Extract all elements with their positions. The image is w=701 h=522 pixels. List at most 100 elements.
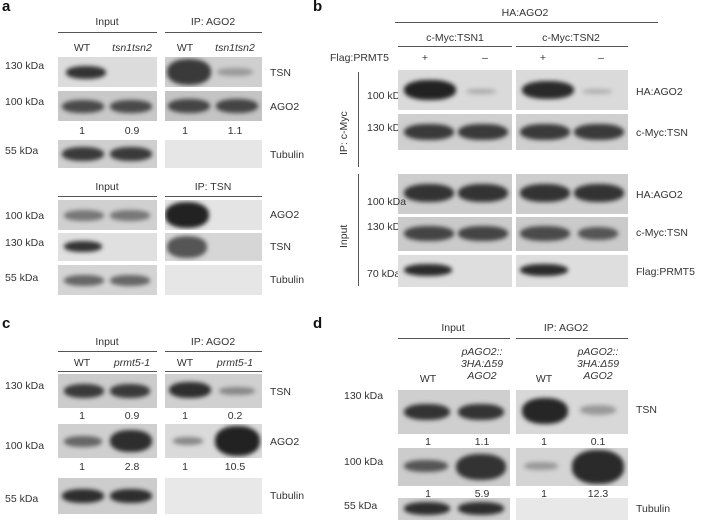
c-lane-mut-1: prmt5-1 bbox=[113, 357, 151, 369]
b-group1-underline bbox=[398, 46, 512, 47]
b-blot-myc-in-tsn1 bbox=[398, 217, 512, 251]
b-label-flag: Flag:PRMT5 bbox=[636, 266, 695, 278]
d-kda-130: 130 kDa bbox=[344, 390, 384, 402]
c-label-ago2: AGO2 bbox=[270, 436, 300, 448]
a2-ip-header: IP: TSN bbox=[194, 181, 232, 193]
c-kda-100: 100 kDa bbox=[5, 440, 45, 452]
c-quant-ago2-1: 1 bbox=[79, 461, 85, 473]
c-blot-ago2-ip bbox=[165, 424, 262, 458]
d-ip-header: IP: AGO2 bbox=[543, 322, 589, 334]
a-quant-3: 1 bbox=[182, 125, 188, 137]
a-lane-wt-1: WT bbox=[73, 42, 91, 54]
c-quant-ago2-2: 2.8 bbox=[124, 461, 140, 473]
d-quant-ago2-3: 1 bbox=[541, 488, 547, 500]
d-quant-tsn-4: 0.1 bbox=[590, 436, 606, 448]
b-label-myc-ip: c-Myc:TSN bbox=[636, 127, 688, 139]
b-sign-3: + bbox=[539, 52, 547, 64]
a-lane-mut-1: tsn1tsn2 bbox=[112, 42, 152, 54]
a2-label-ago2: AGO2 bbox=[270, 209, 300, 221]
c-quant-tsn-4: 0.2 bbox=[227, 410, 243, 422]
c-lane-mut-2: prmt5-1 bbox=[216, 357, 254, 369]
c-quant-tsn-1: 1 bbox=[79, 410, 85, 422]
a-ip-underline bbox=[165, 32, 262, 33]
a-input-underline bbox=[58, 32, 157, 33]
b-ha-header: HA:AGO2 bbox=[501, 7, 549, 19]
b-ip-side-label: IP: c-Myc bbox=[338, 111, 350, 155]
d-blot-tsn-ip bbox=[516, 390, 628, 434]
b-blot-myc-ip-tsn1 bbox=[398, 114, 512, 150]
a-blot-tsn-ip bbox=[165, 57, 262, 87]
a2-blot-tub-ip bbox=[165, 265, 262, 295]
a-blot-tsn-input bbox=[58, 57, 157, 87]
b-blot-ha-in-tsn1 bbox=[398, 174, 512, 214]
a-blot-ago2-input bbox=[58, 91, 157, 121]
b-blot-ha-in-tsn2 bbox=[516, 174, 628, 214]
c-quant-tsn-2: 0.9 bbox=[124, 410, 140, 422]
panel-label-a: a bbox=[2, 0, 11, 15]
c-lane-wt-1: WT bbox=[73, 357, 91, 369]
a-ip-header: IP: AGO2 bbox=[190, 16, 236, 28]
panel-label-b: b bbox=[313, 0, 323, 15]
c-input-header: Input bbox=[95, 336, 119, 348]
a-quant-1: 1 bbox=[79, 125, 85, 137]
a2-blot-tsn-input bbox=[58, 233, 157, 261]
a2-label-tsn: TSN bbox=[270, 241, 291, 253]
b-sign-2: – bbox=[482, 52, 488, 64]
c-blot-ago2-input bbox=[58, 424, 157, 458]
d-input-header: Input bbox=[441, 322, 465, 334]
b-input-side-label: Input bbox=[338, 224, 350, 248]
d-kda-100: 100 kDa bbox=[344, 456, 384, 468]
a2-input-header: Input bbox=[95, 181, 119, 193]
b-label-myc-in: c-Myc:TSN bbox=[636, 227, 688, 239]
b-kda-130-in: 130 kDa bbox=[367, 221, 407, 233]
c-kda-55: 55 kDa bbox=[5, 493, 39, 505]
a2-kda-130: 130 kDa bbox=[5, 237, 45, 249]
a-quant-2: 0.9 bbox=[124, 125, 140, 137]
d-lane-mut-1: pAGO2:: 3HA:Δ59 AGO2 bbox=[460, 346, 504, 382]
c-input-underline bbox=[58, 351, 157, 352]
c-kda-130: 130 kDa bbox=[5, 380, 45, 392]
b-sign-4: – bbox=[598, 52, 604, 64]
c-blot-tsn-input bbox=[58, 374, 157, 408]
b-blot-flag-tsn2 bbox=[516, 255, 628, 287]
c-lane-underline-1 bbox=[58, 371, 157, 372]
b-blot-myc-ip-tsn2 bbox=[516, 114, 628, 150]
a-lane-wt-2: WT bbox=[176, 42, 194, 54]
a2-input-underline bbox=[58, 196, 157, 197]
c-label-tub: Tubulin bbox=[270, 490, 305, 502]
d-lane-wt-1: WT bbox=[419, 373, 437, 385]
c-lane-wt-2: WT bbox=[176, 357, 194, 369]
b-ip-bracket bbox=[358, 72, 359, 167]
a2-blot-ago2-input bbox=[58, 200, 157, 230]
d-blot-ago2-ip bbox=[516, 448, 628, 486]
c-blot-tsn-ip bbox=[165, 374, 262, 408]
a-blot-tub-ip bbox=[165, 140, 262, 168]
b-blot-ha-ip-tsn1 bbox=[398, 70, 512, 110]
b-group2: c-Myc:TSN2 bbox=[542, 32, 600, 44]
c-label-tsn: TSN bbox=[270, 386, 291, 398]
a-kda-130: 130 kDa bbox=[5, 60, 45, 72]
d-quant-ago2-2: 5.9 bbox=[474, 488, 490, 500]
d-quant-tsn-1: 1 bbox=[425, 436, 431, 448]
c-ip-header: IP: AGO2 bbox=[190, 336, 236, 348]
a-blot-tub-input bbox=[58, 140, 157, 168]
d-input-underline bbox=[398, 338, 510, 339]
a2-label-tub: Tubulin bbox=[270, 274, 305, 286]
panel-label-d: d bbox=[313, 315, 323, 332]
d-label-tub: Tubulin bbox=[636, 503, 671, 515]
b-kda-100-in: 100 kDa bbox=[367, 196, 407, 208]
a-kda-55: 55 kDa bbox=[5, 145, 39, 157]
a2-blot-tsn-ip bbox=[165, 233, 262, 261]
d-blot-ago2-input bbox=[398, 448, 510, 486]
a2-blot-tub-input bbox=[58, 265, 157, 295]
c-blot-tub-input bbox=[58, 478, 157, 514]
b-sign-1: + bbox=[421, 52, 429, 64]
b-blot-flag-tsn1 bbox=[398, 255, 512, 287]
b-kda-130-ip: 130 kDa bbox=[367, 122, 407, 134]
c-quant-tsn-3: 1 bbox=[182, 410, 188, 422]
a-label-ago2: AGO2 bbox=[270, 101, 300, 113]
c-ip-underline bbox=[165, 351, 262, 352]
b-flag-label: Flag:PRMT5 bbox=[330, 52, 389, 64]
d-ip-underline bbox=[516, 338, 628, 339]
